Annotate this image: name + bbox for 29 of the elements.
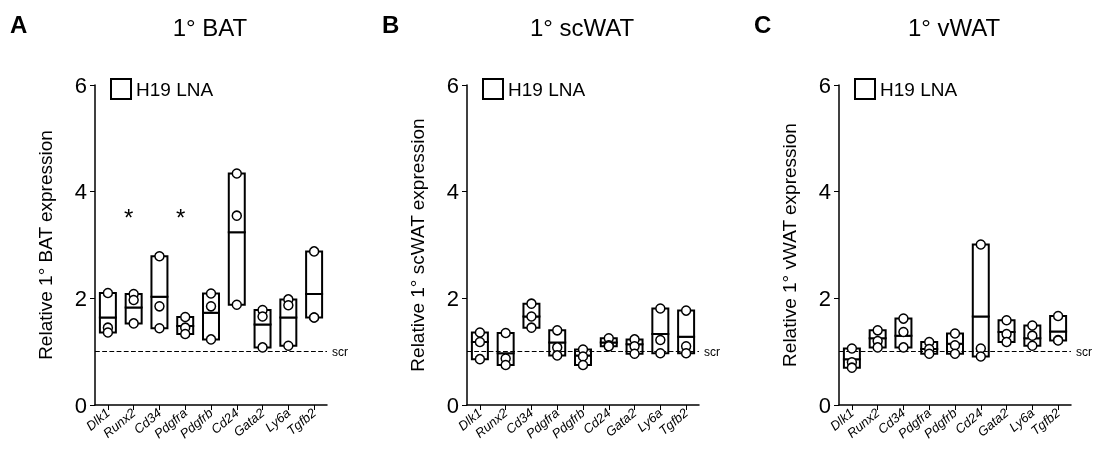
chart-title: 1° vWAT (907, 13, 1001, 41)
legend-label: H19 LNA (136, 78, 214, 100)
annotation: * (176, 203, 186, 231)
y-tick-label: 2 (74, 285, 87, 311)
y-tick-label: 2 (818, 285, 831, 311)
y-tick-label: 6 (74, 72, 87, 98)
text: A (10, 10, 28, 38)
ref-line-label: scr (332, 344, 348, 359)
y-tick-label: 4 (446, 179, 459, 205)
legend-label: H19 LNA (508, 78, 586, 100)
y-tick-label: 6 (818, 72, 831, 98)
y-axis-title: Relative 1° scWAT expression (407, 118, 428, 372)
chart-title: 1° scWAT (529, 13, 635, 41)
y-axis-title: Relative 1° vWAT expression (779, 123, 800, 367)
y-tick-label: 4 (74, 179, 87, 205)
ref-line-label: scr (704, 344, 720, 359)
text: B (382, 10, 400, 38)
chart-title: 1° BAT (172, 13, 248, 41)
y-tick-label: 2 (446, 285, 459, 311)
y-tick-label: 0 (446, 392, 459, 418)
y-tick-label: 0 (74, 392, 87, 418)
legend-label: H19 LNA (880, 78, 958, 100)
annotation: * (124, 203, 134, 231)
text: C (754, 10, 772, 38)
y-axis-title: Relative 1° BAT expression (35, 130, 56, 360)
y-tick-label: 0 (818, 392, 831, 418)
y-tick-label: 6 (446, 72, 459, 98)
y-tick-label: 4 (818, 179, 831, 205)
ref-line-label: scr (1076, 344, 1092, 359)
